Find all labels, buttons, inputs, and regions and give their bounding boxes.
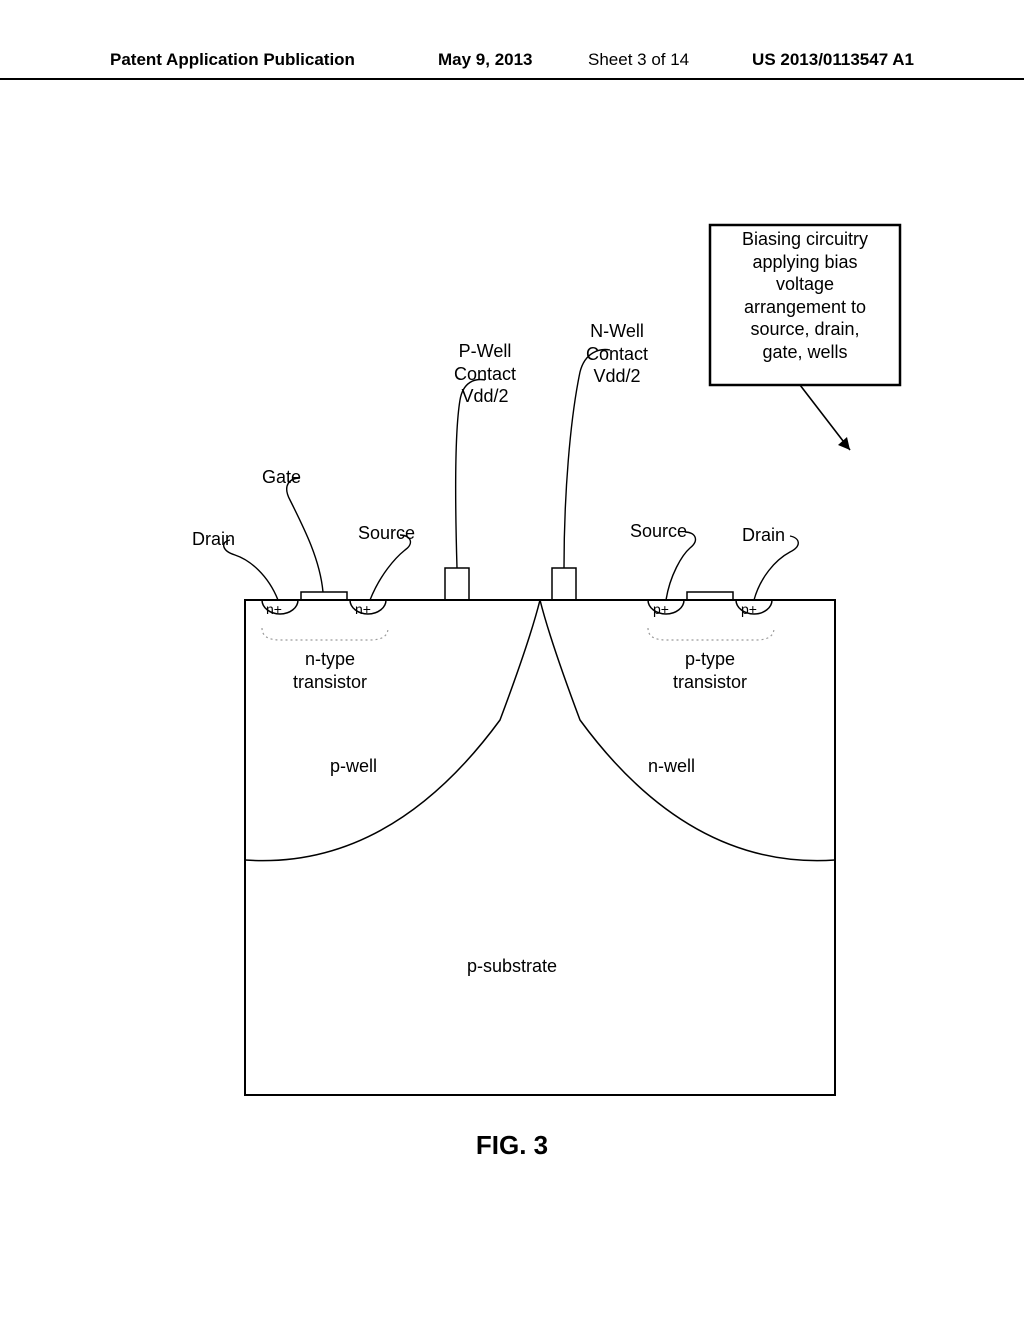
nwell-boundary	[540, 600, 835, 861]
left-bracket	[262, 628, 388, 640]
nplus1: n+	[266, 601, 282, 619]
source-left-label: Source	[358, 522, 415, 545]
nplus2: n+	[355, 601, 371, 619]
diagram	[0, 0, 1024, 1320]
figure-caption: FIG. 3	[0, 1130, 1024, 1161]
nwell-label: n-well	[648, 755, 695, 778]
pwell-contact	[445, 568, 469, 600]
source-right-label: Source	[630, 520, 687, 543]
pwell-contact-label: P-WellContactVdd/2	[430, 340, 540, 408]
lead-source-left	[370, 535, 410, 600]
right-bracket	[648, 628, 774, 640]
drain-left-label: Drain	[192, 528, 235, 551]
pwell-boundary	[245, 600, 540, 861]
left-gate	[301, 592, 347, 600]
ptype-label: p-typetransistor	[650, 648, 770, 693]
biasing-arrow-head	[838, 437, 850, 450]
ntype-label: n-typetransistor	[270, 648, 390, 693]
pplus1: p+	[653, 601, 669, 619]
gate-left-label: Gate	[262, 466, 301, 489]
pwell-label: p-well	[330, 755, 377, 778]
nwell-contact	[552, 568, 576, 600]
nwell-contact-label: N-WellContactVdd/2	[562, 320, 672, 388]
psubstrate-label: p-substrate	[0, 955, 1024, 978]
drain-right-label: Drain	[742, 524, 785, 547]
lead-pwell-contact	[456, 380, 485, 568]
biasing-arrow-line	[800, 385, 850, 450]
pplus2: p+	[741, 601, 757, 619]
right-gate	[687, 592, 733, 600]
lead-gate-left	[287, 478, 323, 592]
biasing-box-text: Biasing circuitryapplying biasvoltagearr…	[696, 228, 914, 363]
